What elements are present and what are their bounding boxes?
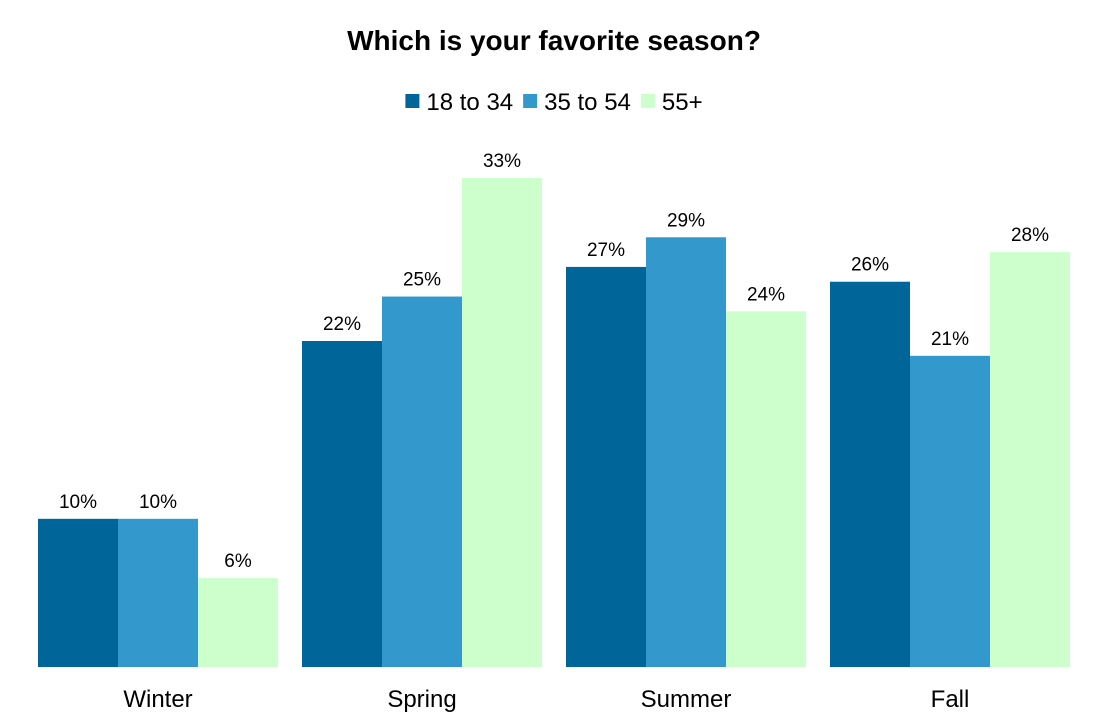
bar-fall-55-plus xyxy=(990,252,1070,667)
category-label-spring: Spring xyxy=(387,686,456,713)
category-label-fall: Fall xyxy=(931,686,970,713)
legend-swatch-55-plus xyxy=(640,94,655,108)
data-label-summer-35-to-54: 29% xyxy=(667,210,705,231)
legend-swatch-35-to-54 xyxy=(523,94,538,108)
data-label-spring-55-plus: 33% xyxy=(483,151,521,172)
data-label-winter-18-to-34: 10% xyxy=(59,492,97,513)
data-label-summer-18-to-34: 27% xyxy=(587,240,625,261)
bar-summer-18-to-34 xyxy=(566,266,646,667)
data-label-spring-35-to-54: 25% xyxy=(403,270,441,291)
bar-summer-55-plus xyxy=(726,311,806,667)
bar-spring-18-to-34 xyxy=(302,341,382,667)
bar-fall-35-to-54 xyxy=(910,355,990,667)
data-label-spring-18-to-34: 22% xyxy=(323,314,361,335)
bar-spring-55-plus xyxy=(462,178,542,667)
data-label-fall-18-to-34: 26% xyxy=(851,255,889,276)
bar-winter-35-to-54 xyxy=(118,518,198,667)
legend-label-55-plus: 55+ xyxy=(662,89,703,116)
category-axis: Winter Spring Summer Fall xyxy=(123,686,969,713)
category-label-winter: Winter xyxy=(123,686,192,713)
legend: 18 to 34 35 to 54 55+ xyxy=(405,89,703,116)
data-label-fall-55-plus: 28% xyxy=(1011,225,1049,246)
data-label-fall-35-to-54: 21% xyxy=(931,329,969,350)
bar-summer-35-to-54 xyxy=(646,237,726,668)
legend-swatch-18-to-34 xyxy=(405,94,420,108)
data-labels: 10% 10% 6% 22% 25% 33% 27% 29% 24% 26% 21% 28% xyxy=(59,151,1049,572)
plot-area xyxy=(38,178,1070,668)
bar-winter-55-plus xyxy=(198,578,278,667)
bar-spring-35-to-54 xyxy=(382,296,462,667)
category-label-summer: Summer xyxy=(641,686,732,713)
legend-label-18-to-34: 18 to 34 xyxy=(426,89,513,116)
data-label-winter-55-plus: 6% xyxy=(224,551,252,572)
data-label-summer-55-plus: 24% xyxy=(747,284,785,305)
legend-label-35-to-54: 35 to 54 xyxy=(544,89,631,116)
bar-winter-18-to-34 xyxy=(38,518,118,667)
data-label-winter-35-to-54: 10% xyxy=(139,492,177,513)
chart-title: Which is your favorite season? xyxy=(347,25,761,56)
bar-fall-18-to-34 xyxy=(830,281,910,667)
